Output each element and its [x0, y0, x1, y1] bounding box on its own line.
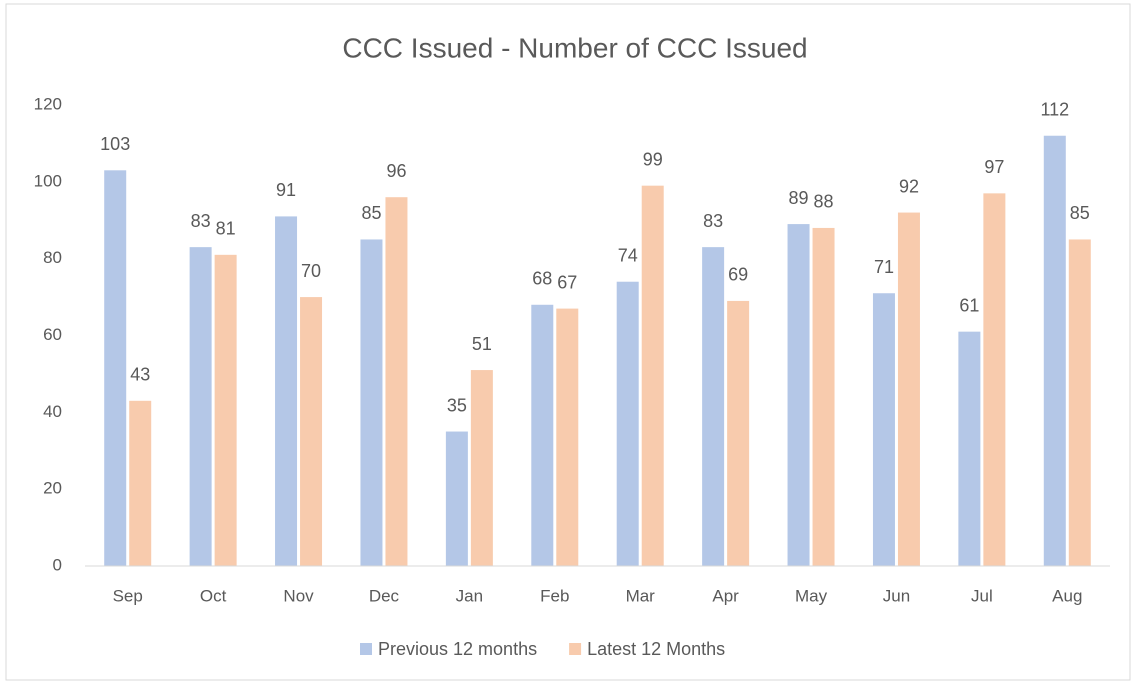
bar — [702, 247, 725, 566]
data-label: 51 — [472, 334, 492, 354]
bar — [983, 193, 1006, 566]
data-label: 81 — [216, 219, 236, 239]
legend-swatch — [569, 643, 582, 655]
x-tick-label: Apr — [712, 586, 739, 605]
bar — [104, 170, 127, 566]
bar — [556, 308, 579, 566]
data-label: 92 — [899, 176, 919, 196]
y-tick-label: 100 — [34, 171, 62, 190]
data-label: 88 — [814, 192, 834, 212]
data-label: 85 — [361, 203, 381, 223]
bar — [470, 370, 493, 566]
bar — [189, 247, 212, 566]
data-label: 85 — [1070, 203, 1090, 223]
bar — [360, 239, 383, 567]
data-label: 69 — [728, 265, 748, 285]
x-tick-label: Sep — [113, 586, 143, 605]
data-label: 89 — [789, 188, 809, 208]
x-tick-label: Dec — [369, 586, 400, 605]
bar — [300, 297, 323, 566]
bar — [214, 254, 237, 566]
data-label: 71 — [874, 257, 894, 277]
data-label: 68 — [532, 269, 552, 289]
x-tick-label: Aug — [1052, 586, 1082, 605]
bar — [1043, 135, 1066, 566]
bar — [958, 331, 981, 566]
bar — [641, 185, 664, 567]
y-tick-label: 60 — [43, 325, 62, 344]
y-tick-label: 120 — [34, 94, 62, 113]
bar — [531, 304, 554, 566]
bar — [445, 431, 468, 566]
bar — [872, 293, 895, 566]
data-label: 83 — [703, 211, 723, 231]
y-tick-label: 40 — [43, 402, 62, 421]
x-tick-label: Jul — [971, 586, 993, 605]
data-label: 67 — [557, 272, 577, 292]
data-label: 43 — [130, 365, 150, 385]
x-tick-label: Jun — [883, 586, 910, 605]
bar — [129, 400, 152, 566]
y-tick-label: 80 — [43, 248, 62, 267]
data-label: 112 — [1040, 99, 1069, 119]
x-tick-label: Jan — [456, 586, 483, 605]
bar — [812, 227, 835, 566]
data-label: 99 — [643, 149, 663, 169]
data-label: 96 — [386, 161, 406, 181]
y-tick-label: 20 — [43, 479, 62, 498]
legend-label: Latest 12 Months — [587, 639, 725, 659]
data-label: 103 — [100, 134, 130, 154]
data-label: 91 — [276, 180, 296, 200]
bar — [275, 216, 298, 567]
legend-swatch — [360, 643, 372, 655]
data-label: 74 — [618, 245, 638, 265]
chart-title: CCC Issued - Number of CCC Issued — [342, 32, 807, 63]
y-tick-label: 0 — [53, 555, 62, 574]
x-tick-label: Feb — [540, 586, 569, 605]
bar — [787, 224, 810, 566]
bar — [1068, 239, 1091, 567]
legend-label: Previous 12 months — [378, 639, 537, 659]
x-tick-label: Mar — [626, 586, 656, 605]
x-tick-label: Nov — [283, 586, 314, 605]
data-label: 83 — [191, 211, 211, 231]
data-label: 70 — [301, 261, 321, 281]
x-tick-label: Oct — [200, 586, 227, 605]
bar — [897, 212, 920, 567]
bar — [385, 197, 408, 566]
data-label: 97 — [984, 157, 1004, 177]
x-tick-label: May — [795, 586, 828, 605]
data-label: 35 — [447, 395, 467, 415]
bar — [616, 281, 639, 566]
bar — [727, 300, 750, 566]
data-label: 61 — [959, 295, 979, 315]
